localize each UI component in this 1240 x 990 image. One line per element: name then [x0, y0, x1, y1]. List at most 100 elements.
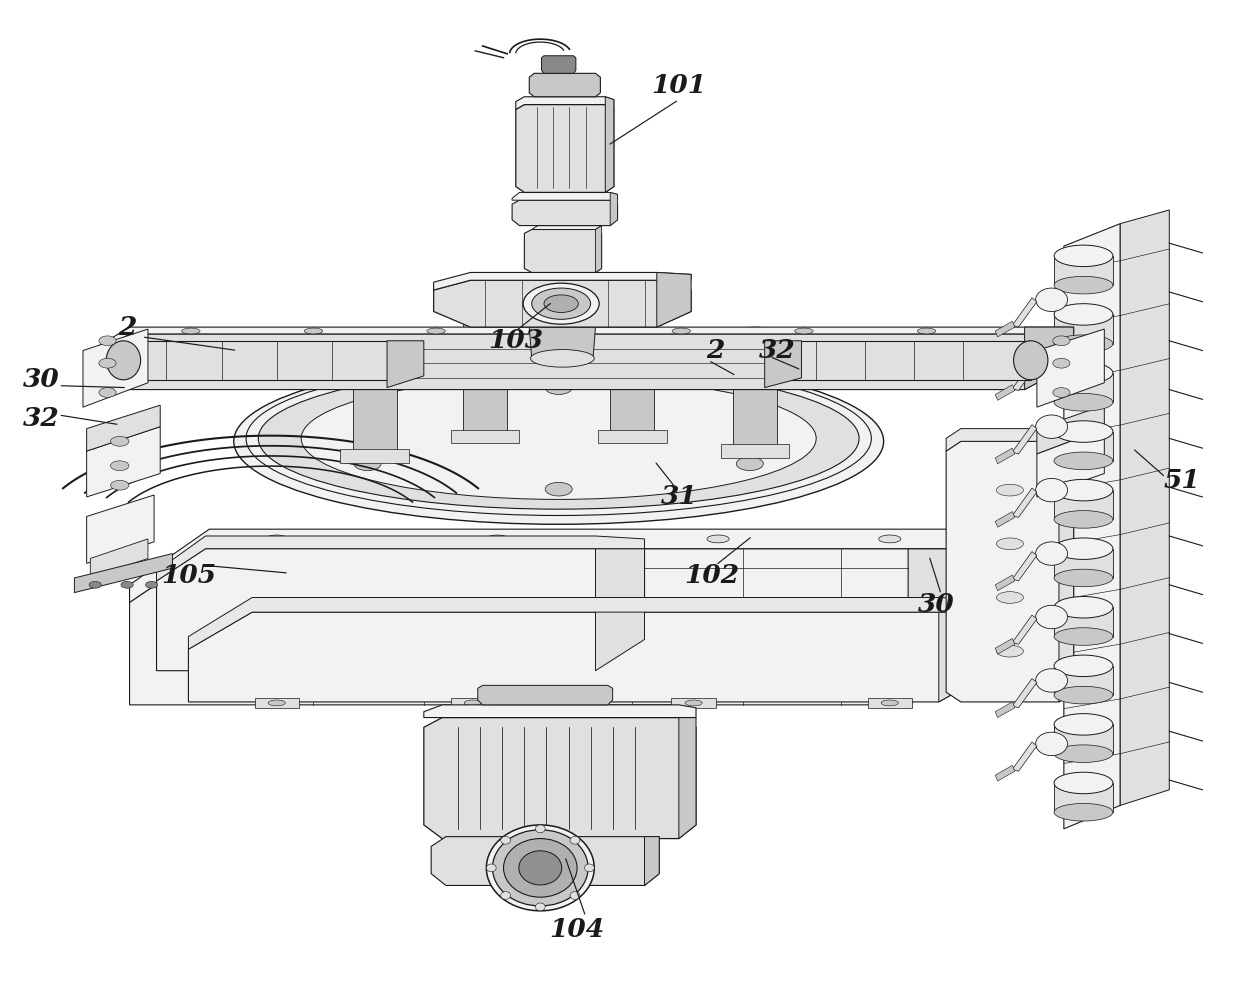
Ellipse shape — [352, 332, 397, 346]
Polygon shape — [124, 341, 393, 380]
Text: 102: 102 — [684, 562, 739, 587]
Ellipse shape — [1054, 686, 1112, 704]
Polygon shape — [542, 55, 575, 73]
Polygon shape — [156, 548, 645, 670]
Ellipse shape — [486, 864, 496, 872]
Ellipse shape — [1054, 276, 1112, 294]
Ellipse shape — [584, 864, 594, 872]
Polygon shape — [432, 837, 660, 885]
Polygon shape — [516, 97, 614, 110]
Polygon shape — [868, 698, 911, 708]
Polygon shape — [598, 430, 667, 444]
Ellipse shape — [1053, 336, 1070, 346]
Text: 30: 30 — [918, 592, 955, 617]
Polygon shape — [996, 512, 1014, 528]
Ellipse shape — [1054, 304, 1112, 325]
Polygon shape — [678, 718, 696, 839]
Polygon shape — [768, 341, 1030, 380]
Polygon shape — [672, 698, 715, 708]
Polygon shape — [83, 329, 148, 407]
Ellipse shape — [737, 457, 764, 470]
Polygon shape — [254, 698, 299, 708]
Polygon shape — [434, 280, 691, 327]
Polygon shape — [451, 698, 495, 708]
Ellipse shape — [355, 406, 381, 420]
Polygon shape — [87, 405, 160, 451]
Polygon shape — [516, 105, 614, 192]
Text: 32: 32 — [22, 406, 60, 432]
Ellipse shape — [1054, 569, 1112, 587]
Ellipse shape — [486, 825, 594, 911]
Ellipse shape — [1054, 452, 1112, 469]
Polygon shape — [74, 553, 172, 593]
Ellipse shape — [1054, 362, 1112, 384]
Ellipse shape — [733, 327, 777, 341]
Polygon shape — [129, 548, 988, 705]
Ellipse shape — [1013, 341, 1048, 380]
Polygon shape — [1012, 615, 1037, 644]
Ellipse shape — [110, 437, 129, 446]
Polygon shape — [341, 449, 409, 462]
Ellipse shape — [1035, 478, 1068, 502]
Ellipse shape — [110, 460, 129, 470]
Polygon shape — [1120, 210, 1169, 806]
Ellipse shape — [570, 837, 580, 844]
Text: 2: 2 — [118, 315, 136, 340]
Polygon shape — [610, 192, 618, 226]
Ellipse shape — [301, 377, 816, 499]
Text: 104: 104 — [549, 917, 605, 941]
Ellipse shape — [1035, 288, 1068, 312]
Ellipse shape — [110, 480, 129, 490]
Ellipse shape — [122, 581, 133, 588]
Polygon shape — [512, 200, 618, 226]
Ellipse shape — [265, 535, 288, 543]
Ellipse shape — [532, 288, 590, 320]
Ellipse shape — [304, 328, 322, 334]
Ellipse shape — [544, 295, 578, 313]
Ellipse shape — [1035, 733, 1068, 755]
Ellipse shape — [145, 581, 157, 588]
Text: 32: 32 — [759, 338, 795, 363]
Ellipse shape — [1035, 669, 1068, 692]
Ellipse shape — [1054, 246, 1112, 266]
Text: 51: 51 — [1163, 468, 1200, 493]
Polygon shape — [512, 192, 618, 200]
Ellipse shape — [427, 328, 445, 334]
Polygon shape — [87, 327, 1074, 360]
Ellipse shape — [1054, 511, 1112, 529]
Polygon shape — [996, 321, 1014, 337]
Ellipse shape — [1054, 597, 1112, 618]
Ellipse shape — [182, 328, 200, 334]
Polygon shape — [645, 837, 660, 885]
Polygon shape — [424, 718, 696, 839]
Polygon shape — [87, 427, 160, 497]
Polygon shape — [87, 495, 154, 563]
Ellipse shape — [536, 903, 546, 911]
Ellipse shape — [997, 538, 1023, 549]
Ellipse shape — [1054, 479, 1112, 501]
Ellipse shape — [531, 349, 594, 367]
Ellipse shape — [501, 892, 511, 899]
Ellipse shape — [997, 484, 1023, 496]
Ellipse shape — [1054, 538, 1112, 559]
Ellipse shape — [1054, 393, 1112, 411]
Ellipse shape — [501, 837, 511, 844]
Ellipse shape — [1035, 415, 1068, 439]
Ellipse shape — [1054, 744, 1112, 762]
Polygon shape — [1012, 742, 1037, 771]
Polygon shape — [1054, 725, 1112, 753]
Polygon shape — [610, 320, 655, 432]
Ellipse shape — [1054, 772, 1112, 794]
Ellipse shape — [610, 313, 655, 326]
Polygon shape — [1012, 488, 1037, 518]
Ellipse shape — [707, 535, 729, 543]
Polygon shape — [765, 341, 801, 388]
Polygon shape — [595, 226, 601, 272]
Polygon shape — [996, 765, 1014, 781]
Ellipse shape — [99, 358, 117, 368]
Polygon shape — [1064, 224, 1120, 829]
Text: 31: 31 — [661, 484, 697, 510]
Polygon shape — [1012, 678, 1037, 708]
Text: 2: 2 — [707, 338, 725, 363]
Polygon shape — [939, 612, 1003, 702]
